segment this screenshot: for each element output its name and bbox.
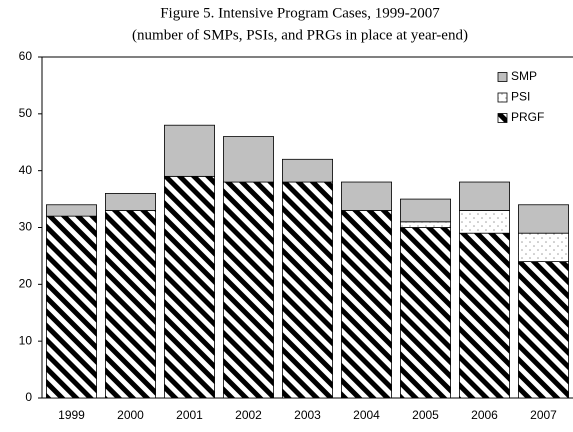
bar-segment [46,215,97,399]
y-tick-label: 50 [19,106,33,120]
bar-segment [518,232,569,263]
x-tick-label: 2007 [530,408,557,422]
legend-swatch [497,92,508,103]
chart-subtitle: (number of SMPs, PSIs, and PRGs in place… [132,27,468,43]
bar-segment [46,204,97,217]
x-tick-label: 2001 [176,408,203,422]
bar-segment [400,221,451,228]
bar-segment [105,192,156,211]
bar-segment [459,232,510,399]
legend-swatch [497,72,508,82]
x-tick-label: 2003 [294,408,321,422]
x-tick-label: 1999 [58,408,85,422]
x-tick-label: 2002 [235,408,262,422]
bar-segment [223,136,274,183]
bar-segment [341,210,392,399]
chart-title: Figure 5. Intensive Program Cases, 1999-… [160,5,440,21]
bar-segment [282,158,333,183]
bar-segment [400,227,451,399]
x-tick-label: 2006 [471,408,498,422]
y-tick-label: 40 [19,163,33,177]
y-tick-label: 10 [19,333,33,347]
y-tick-label: 20 [19,277,33,291]
x-tick-label: 2004 [353,408,380,422]
legend-swatch [497,113,508,123]
legend-label: PRGF [511,110,544,124]
bar-segment [341,181,392,211]
bar-segment [459,210,510,234]
bar-segment [459,181,510,211]
y-tick-label: 30 [19,220,33,234]
y-tick-label: 60 [19,49,33,63]
bar-segment [164,175,215,399]
bar-segment [518,261,569,399]
bar-segment [164,124,215,177]
legend-label: SMP [511,69,537,83]
y-tick-label: 0 [25,390,32,404]
legend-label: PSI [511,90,530,104]
bar-segment [518,204,569,234]
bar-segment [282,181,333,399]
bar-segment [105,210,156,399]
bar-segment [400,198,451,223]
x-tick-label: 2005 [412,408,439,422]
bar-segment [223,181,274,399]
x-tick-label: 2000 [117,408,144,422]
